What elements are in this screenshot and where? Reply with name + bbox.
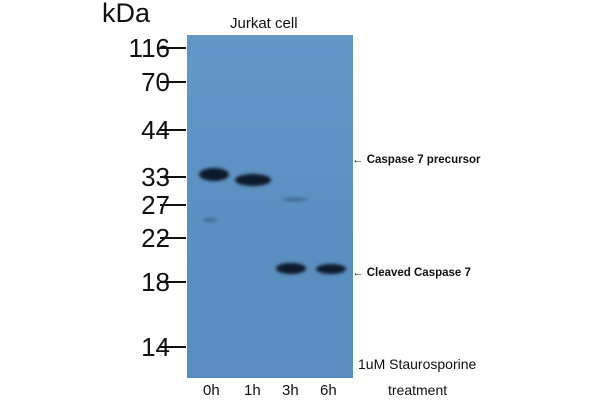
- marker-tick: [160, 176, 186, 178]
- treatment-label-2: treatment: [388, 382, 448, 398]
- band-6h-cleaved: [316, 264, 346, 274]
- band-3h-cleaved: [276, 263, 306, 274]
- band-0h-faint: [203, 218, 217, 222]
- marker-tick: [160, 47, 186, 49]
- marker-tick: [160, 281, 186, 283]
- precursor-annotation: ← Caspase 7 precursor: [352, 154, 481, 166]
- band-1h-precursor: [235, 174, 271, 186]
- marker-tick: [160, 237, 186, 239]
- lane-3h: 3h: [282, 382, 299, 399]
- band-0h-precursor: [199, 168, 229, 181]
- treatment-label: 1uM Staurosporine: [358, 356, 477, 372]
- marker-tick: [160, 346, 186, 348]
- cleaved-annotation: ← Cleaved Caspase 7: [352, 267, 471, 279]
- lane-0h: 0h: [203, 382, 220, 399]
- marker-tick: [160, 204, 186, 206]
- marker-tick: [160, 81, 186, 83]
- band-3h-faint: [282, 198, 308, 201]
- marker-tick: [160, 129, 186, 131]
- lane-1h: 1h: [244, 382, 261, 399]
- blot-membrane: [187, 35, 353, 378]
- unit-label: kDa: [102, 0, 151, 28]
- lane-6h: 6h: [320, 382, 337, 399]
- sample-label: Jurkat cell: [230, 15, 298, 32]
